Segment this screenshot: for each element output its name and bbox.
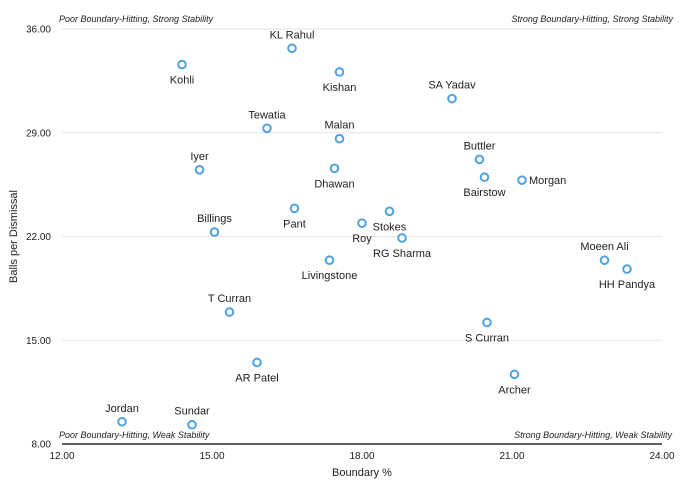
data-point-label: Roy: [352, 233, 372, 245]
data-point-group: Buttler: [464, 140, 496, 165]
data-point: [117, 416, 127, 427]
points-layer: KL Rahul Kohli Kishan SA Yadav Tewatia Malan I…: [105, 29, 656, 430]
data-point-label: Iyer: [190, 151, 209, 163]
corner-label-bottom-right: Strong Boundary-Hitting, Weak Stability: [514, 430, 672, 440]
data-point: [509, 369, 520, 380]
data-point-group: Dhawan: [314, 163, 355, 190]
data-point-label: AR Patel: [235, 372, 278, 384]
data-point-group: AR Patel: [235, 357, 279, 384]
x-tick-label: 24.00: [649, 451, 674, 462]
data-point: [599, 255, 610, 266]
corner-label-bottom-left: Poor Boundary-Hitting, Weak Stability: [59, 430, 210, 440]
data-point-label: Kishan: [323, 82, 357, 94]
data-point-group: Iyer: [190, 151, 209, 175]
y-tick-label: 22.00: [26, 232, 51, 243]
data-point-label: Dhawan: [314, 178, 354, 190]
data-point-group: RG Sharma: [373, 233, 432, 260]
data-point-group: SA Yadav: [428, 80, 476, 104]
data-point: [334, 67, 345, 77]
data-point-group: Roy: [352, 218, 372, 245]
data-point-group: Pant: [283, 203, 306, 230]
data-point-group: Kishan: [323, 67, 357, 94]
data-point-label: Buttler: [464, 140, 496, 152]
data-point-group: T Curran: [208, 293, 251, 317]
data-point: [397, 233, 407, 243]
x-axis-title: Boundary %: [332, 467, 392, 479]
data-point-label: Morgan: [529, 175, 566, 187]
data-point: [329, 163, 340, 174]
data-point: [289, 203, 300, 214]
data-point: [177, 59, 187, 70]
data-point-label: RG Sharma: [373, 248, 432, 260]
data-point-group: Morgan: [517, 175, 566, 187]
data-point-label: Bairstow: [463, 187, 505, 199]
corner-label-top-right: Strong Boundary-Hitting, Strong Stabilit…: [511, 14, 673, 24]
data-point: [479, 172, 490, 183]
data-point-label: S Curran: [465, 332, 509, 344]
y-tick-label: 15.00: [26, 336, 51, 347]
y-tick-label: 36.00: [26, 25, 51, 36]
data-point: [324, 255, 335, 266]
data-point-group: S Curran: [465, 317, 509, 344]
tick-layer: 8.00 15.00 22.00 29.00 36.00 12.00 15.00 18.00 2…: [26, 25, 675, 463]
data-point-label: Livingstone: [302, 270, 358, 282]
data-point-label: Jordan: [105, 403, 139, 415]
data-point-group: Tewatia: [248, 109, 287, 134]
data-point-group: Kohli: [170, 59, 194, 87]
corner-label-top-left: Poor Boundary-Hitting, Strong Stability: [59, 14, 214, 24]
x-tick-label: 12.00: [49, 451, 74, 462]
data-point-label: KL Rahul: [270, 29, 315, 41]
data-point-label: Sundar: [174, 406, 210, 418]
x-tick-label: 15.00: [199, 451, 224, 462]
data-point-group: Archer: [498, 369, 531, 396]
data-point-label: Stokes: [373, 221, 407, 233]
x-tick-label: 18.00: [349, 451, 374, 462]
grid-layer: [62, 28, 662, 341]
data-point: [474, 154, 485, 165]
data-point: [482, 317, 492, 328]
data-point-group: Malan: [325, 120, 355, 144]
data-point: [209, 227, 220, 237]
data-point: [517, 175, 527, 185]
data-point-label: HH Pandya: [599, 279, 656, 291]
data-point-group: Sundar: [174, 406, 210, 430]
data-point: [287, 43, 297, 54]
data-point: [194, 165, 205, 175]
data-point-group: Jordan: [105, 403, 139, 427]
data-point-label: Archer: [498, 384, 531, 396]
data-point: [334, 133, 345, 144]
data-point-label: Pant: [283, 218, 306, 230]
x-tick-label: 21.00: [499, 451, 524, 462]
data-point: [447, 93, 457, 104]
data-point: [622, 264, 632, 274]
data-point: [224, 307, 235, 317]
data-point: [262, 123, 272, 134]
data-point: [384, 206, 395, 217]
data-point-label: Tewatia: [248, 109, 286, 121]
y-tick-label: 29.00: [26, 128, 51, 139]
y-axis-title: Balls per Dismissal: [8, 190, 20, 283]
data-point: [187, 419, 197, 430]
data-point-label: Moeen Ali: [580, 241, 628, 253]
data-point-group: Billings: [197, 213, 232, 237]
data-point-group: HH Pandya: [599, 264, 656, 291]
data-point-group: Stokes: [373, 206, 407, 233]
data-point-label: Kohli: [170, 75, 194, 87]
data-point-group: Moeen Ali: [580, 241, 629, 266]
data-point-group: Bairstow: [463, 172, 506, 199]
data-point-label: Malan: [325, 120, 355, 132]
data-point-label: T Curran: [208, 293, 251, 305]
y-tick-label: 8.00: [32, 440, 52, 451]
data-point: [357, 218, 367, 228]
data-point-label: SA Yadav: [428, 80, 476, 92]
data-point-group: Livingstone: [302, 255, 358, 282]
data-point: [252, 357, 262, 368]
data-point-label: Billings: [197, 213, 232, 225]
data-point-group: KL Rahul: [270, 29, 315, 54]
